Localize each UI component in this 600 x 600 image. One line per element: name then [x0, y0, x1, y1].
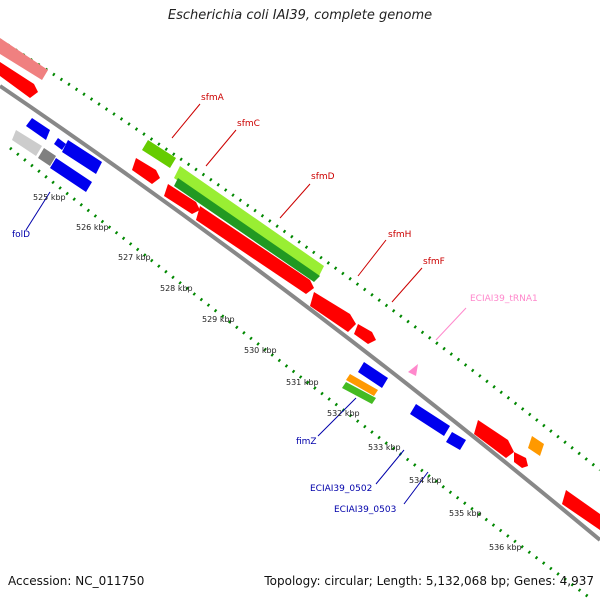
gene-arrow — [142, 140, 176, 168]
leader-line — [357, 239, 387, 277]
leader-line — [403, 471, 429, 505]
leader-line — [279, 183, 311, 219]
gene-label-ECIAI39_tRNA1: ECIAI39_tRNA1 — [470, 294, 538, 304]
gene-arrow — [446, 432, 466, 450]
gene-arrow — [0, 62, 38, 98]
tick-label: 526 kbp — [76, 223, 109, 232]
gene-arrow — [0, 38, 48, 80]
gene-arrow — [562, 490, 600, 530]
tick-label: 529 kbp — [202, 315, 235, 324]
genome-backbone — [0, 84, 600, 542]
gene-arrow — [12, 130, 42, 156]
tick-label: 531 kbp — [286, 378, 319, 387]
gene-arrow — [62, 140, 102, 174]
tick-label: 527 kbp — [118, 253, 151, 262]
gene-label-sfmD: sfmD — [311, 172, 335, 182]
gene-arrow — [342, 382, 376, 404]
gene-arrow — [310, 292, 356, 332]
gene-arrow — [358, 362, 388, 388]
forward-strand-features — [0, 38, 600, 530]
gene-label-folD: folD — [12, 230, 30, 240]
gene-arrow — [196, 206, 314, 294]
tick-label: 533 kbp — [368, 443, 401, 452]
tick-label: 532 kbp — [327, 409, 360, 418]
leader-line — [435, 307, 467, 341]
gene-arrow — [174, 166, 324, 278]
leader-line — [391, 267, 423, 303]
gene-arrow — [528, 436, 544, 456]
leader-line — [25, 191, 51, 231]
tick-label: 536 kbp — [489, 543, 522, 552]
gene-label-fimZ: fimZ — [296, 437, 317, 447]
gene-label-ECIAI39_0502: ECIAI39_0502 — [310, 484, 372, 494]
tick-label: 525 kbp — [33, 193, 66, 202]
tick-label: 535 kbp — [449, 509, 482, 518]
gene-arrow — [38, 148, 56, 166]
gene-label-sfmH: sfmH — [388, 230, 411, 240]
outer-dotted-ring — [0, 38, 600, 472]
gene-arrow — [164, 184, 200, 214]
gene-arrow — [514, 452, 528, 468]
tick-labels: 525 kbp 526 kbp 527 kbp 528 kbp 529 kbp … — [33, 193, 522, 552]
gene-arrow — [354, 324, 376, 344]
gene-label-sfmC: sfmC — [237, 119, 260, 129]
gene-arrow — [50, 158, 92, 192]
genome-summary: Topology: circular; Length: 5,132,068 bp… — [264, 574, 594, 588]
label-leader-lines — [25, 103, 467, 505]
gene-arrow — [410, 404, 450, 436]
trna-marker — [408, 364, 418, 376]
gene-arrow — [474, 420, 514, 458]
map-title: Escherichia coli IAI39, complete genome — [167, 8, 433, 23]
inner-dotted-ring — [9, 146, 591, 600]
accession-label: Accession: NC_011750 — [8, 574, 145, 588]
tick-label: 528 kbp — [160, 284, 193, 293]
leader-line — [205, 129, 237, 167]
gene-arrow — [346, 374, 378, 396]
gene-arrow — [174, 178, 320, 282]
gene-arrow — [54, 138, 66, 150]
leader-line — [317, 397, 357, 437]
leader-line — [375, 449, 405, 485]
gene-arrow — [132, 158, 160, 184]
gene-labels: sfmA sfmC sfmD sfmH sfmF ECIAI39_tRNA1 f… — [12, 93, 538, 515]
gene-arrow — [26, 118, 50, 140]
tick-label: 534 kbp — [409, 476, 442, 485]
leader-line — [171, 103, 201, 139]
gene-label-sfmF: sfmF — [423, 257, 445, 267]
gene-label-ECIAI39_0503: ECIAI39_0503 — [334, 505, 396, 515]
tick-label: 530 kbp — [244, 346, 277, 355]
gene-label-sfmA: sfmA — [201, 93, 225, 103]
reverse-strand-features — [12, 118, 466, 450]
